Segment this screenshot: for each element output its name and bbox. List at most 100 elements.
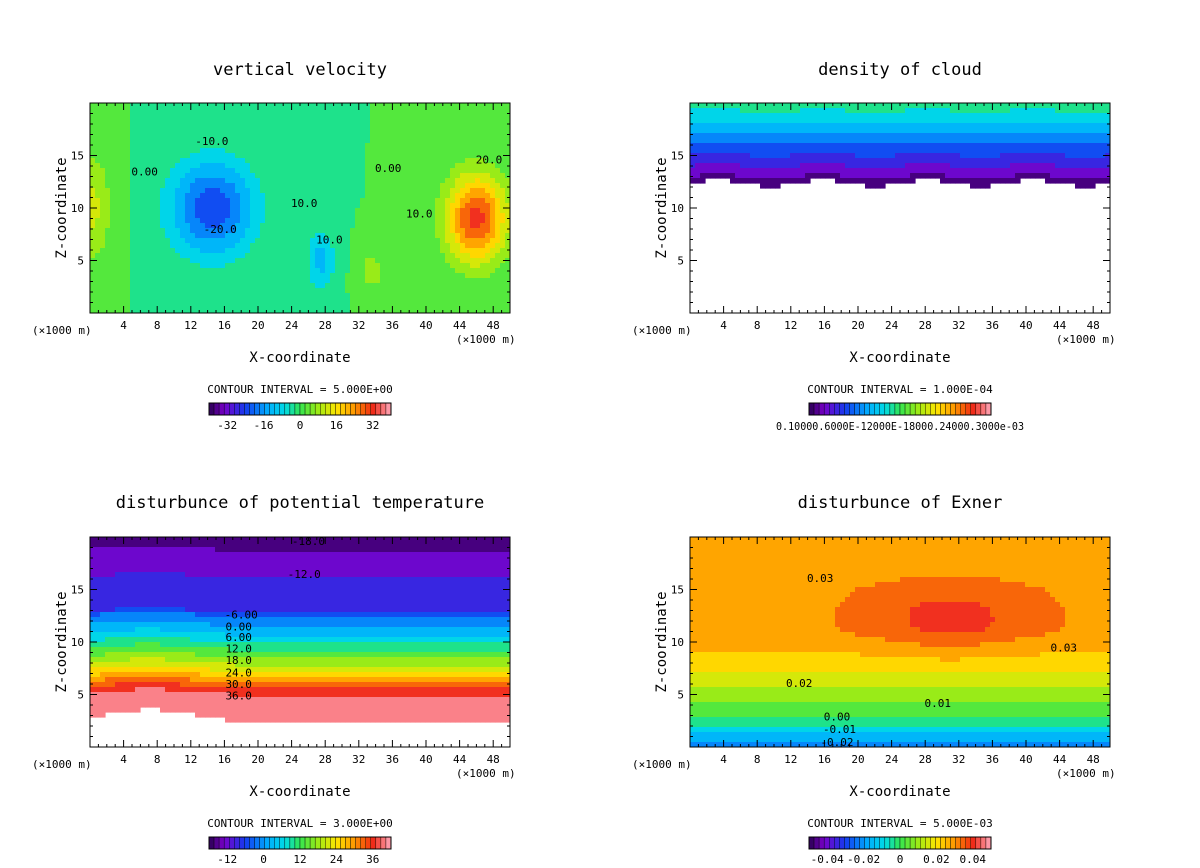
field-cell <box>425 203 431 209</box>
field-cell <box>825 128 831 134</box>
field-cell <box>375 213 381 219</box>
field-cell <box>170 228 176 234</box>
contour-label: 20.0 <box>476 154 503 167</box>
field-cell <box>970 108 976 114</box>
field-cell <box>305 143 311 149</box>
field-cell <box>135 108 141 114</box>
field-cell <box>1050 113 1056 119</box>
field-cell <box>1055 103 1061 109</box>
field-cell <box>100 298 106 304</box>
field-cell <box>915 153 921 159</box>
field-cell <box>275 203 281 209</box>
field-cell <box>445 228 451 234</box>
field-cell <box>725 143 731 149</box>
field-cell <box>490 263 496 269</box>
field-cell <box>250 223 256 229</box>
field-cell <box>185 163 191 169</box>
field-cell <box>185 138 191 144</box>
field-cell <box>435 138 441 144</box>
field-cell <box>435 308 441 313</box>
field-cell <box>230 288 236 294</box>
field-cell <box>215 293 221 299</box>
field-cell <box>290 253 296 259</box>
field-cell <box>415 178 421 184</box>
field-cell <box>200 148 206 154</box>
field-cell <box>120 278 126 284</box>
field-cell <box>390 193 396 199</box>
field-cell <box>475 108 481 114</box>
field-cell <box>140 188 146 194</box>
field-cell <box>990 138 996 144</box>
field-cell <box>460 298 466 304</box>
field-cell <box>290 188 296 194</box>
field-cell <box>345 198 351 204</box>
field-cell <box>310 168 316 174</box>
field-cell <box>1035 103 1041 109</box>
field-cell <box>500 308 506 313</box>
field-cell <box>415 213 421 219</box>
field-cell <box>380 213 386 219</box>
field-cell <box>185 123 191 129</box>
field-cell <box>390 138 396 144</box>
field-cell <box>985 128 991 134</box>
field-cell <box>390 238 396 244</box>
field-cell <box>350 228 356 234</box>
field-cell <box>340 133 346 139</box>
field-cell <box>280 223 286 229</box>
field-cell <box>845 168 851 174</box>
field-cell <box>190 293 196 299</box>
field-cell <box>910 173 916 179</box>
field-cell <box>805 163 811 169</box>
field-cell <box>240 108 246 114</box>
field-cell <box>95 258 101 264</box>
field-cell <box>950 108 956 114</box>
field-cell <box>850 138 856 144</box>
field-cell <box>770 168 776 174</box>
field-cell <box>445 128 451 134</box>
field-cell <box>1055 148 1061 154</box>
field-cell <box>385 183 391 189</box>
field-cell <box>475 178 481 184</box>
field-cell <box>460 183 466 189</box>
field-cell <box>225 163 231 169</box>
field-cell <box>405 298 411 304</box>
field-cell <box>220 308 226 313</box>
field-cell <box>210 283 216 289</box>
field-cell <box>955 103 961 109</box>
field-cell <box>270 238 276 244</box>
field-cell <box>785 143 791 149</box>
field-cell <box>390 143 396 149</box>
field-cell <box>180 178 186 184</box>
field-cell <box>725 133 731 139</box>
colorbar <box>208 402 392 416</box>
field-cell <box>190 303 196 309</box>
field-cell <box>380 158 386 164</box>
field-cell <box>505 198 510 204</box>
field-cell <box>885 153 891 159</box>
field-cell <box>170 118 176 124</box>
field-cell <box>100 273 106 279</box>
field-cell <box>1030 173 1036 179</box>
field-cell <box>415 183 421 189</box>
field-cell <box>720 133 726 139</box>
field-cell <box>355 213 361 219</box>
field-cell <box>1005 143 1011 149</box>
field-cell <box>220 203 226 209</box>
field-cell <box>490 303 496 309</box>
field-cell <box>1065 168 1071 174</box>
field-cell <box>280 233 286 239</box>
field-cell <box>215 233 221 239</box>
field-cell <box>185 258 191 264</box>
field-cell <box>365 288 371 294</box>
field-cell <box>325 273 331 279</box>
field-cell <box>310 218 316 224</box>
field-cell <box>105 103 111 109</box>
field-cell <box>270 133 276 139</box>
field-cell <box>370 258 376 264</box>
field-cell <box>865 178 871 184</box>
field-cell <box>195 128 201 134</box>
field-cell <box>335 218 341 224</box>
field-cell <box>455 233 461 239</box>
field-cell <box>340 158 346 164</box>
field-cell <box>955 143 961 149</box>
